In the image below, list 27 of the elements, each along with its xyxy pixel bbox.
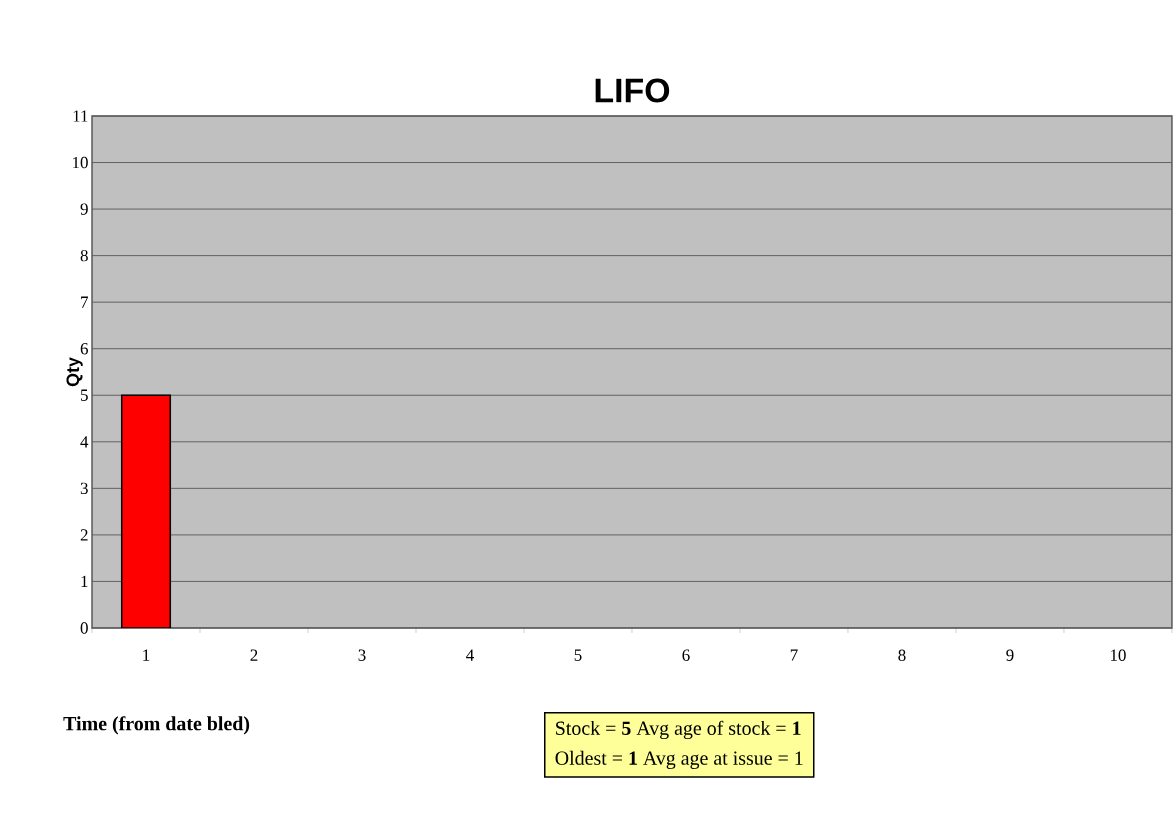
y-tick-label: 0 xyxy=(80,622,88,634)
text: Oldest = 1 Avg age at issue = 1 xyxy=(555,750,803,769)
x-tick-label: 7 xyxy=(790,649,798,661)
y-tick-label: 7 xyxy=(81,296,88,308)
x-tick-label: 3 xyxy=(358,649,366,661)
y-tick-label: 6 xyxy=(80,343,88,355)
y-tick-label: 9 xyxy=(80,203,88,215)
y-tick-label: 10 xyxy=(73,156,88,169)
x-tick-label: 4 xyxy=(466,649,474,661)
y-axis-title: Qty xyxy=(66,357,83,387)
x-tick-label: 1 xyxy=(143,649,150,661)
x-tick-label: 6 xyxy=(682,649,690,661)
x-tick-label: 10 xyxy=(1110,649,1126,661)
y-tick-label: 1 xyxy=(81,575,88,588)
chart-title: LIFO xyxy=(595,78,670,103)
y-tick-label: 8 xyxy=(80,249,88,262)
y-tick-label: 11 xyxy=(73,110,88,122)
y-tick-label: 5 xyxy=(81,389,88,401)
y-tick-label: 2 xyxy=(80,529,88,541)
x-axis-title: Time (from date bled) xyxy=(63,716,250,735)
x-tick-label: 2 xyxy=(250,649,258,661)
y-tick-label: 4 xyxy=(80,436,89,448)
y-tick-label: 3 xyxy=(80,482,88,495)
text: Stock = 5 Avg age of stock = 1 xyxy=(556,720,801,740)
x-tick-label: 9 xyxy=(1006,649,1014,661)
x-tick-label: 5 xyxy=(574,649,582,661)
x-tick-label: 8 xyxy=(898,649,906,661)
